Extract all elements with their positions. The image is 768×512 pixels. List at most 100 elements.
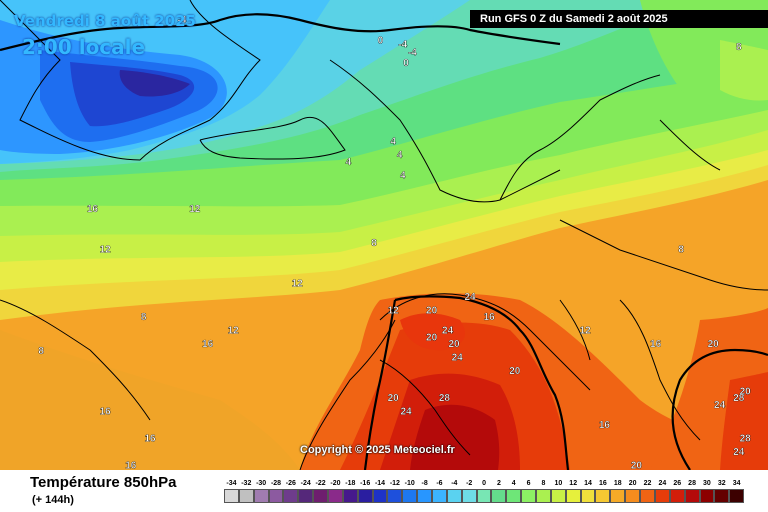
legend-color-swatch xyxy=(610,489,626,503)
legend-value-label: -34 xyxy=(226,480,237,487)
isotherm-value-label: 4 xyxy=(400,170,406,181)
isotherm-value-label: 16 xyxy=(484,312,496,323)
legend-color-swatch xyxy=(729,489,745,503)
legend-value-label: -2 xyxy=(466,480,473,487)
legend-cell: -28 xyxy=(268,479,284,509)
isotherm-value-label: 12 xyxy=(189,204,201,215)
isotherm-value-label: 20 xyxy=(708,339,720,350)
isotherm-value-label: 0 xyxy=(403,58,409,69)
legend-color-swatch xyxy=(342,489,358,503)
legend-cell: 14 xyxy=(580,479,596,509)
legend-value-label: -22 xyxy=(315,480,326,487)
legend-color-swatch xyxy=(521,489,537,503)
legend-cell: -18 xyxy=(342,479,358,509)
isotherm-value-label: 12 xyxy=(388,305,400,316)
legend-color-swatch xyxy=(224,489,239,503)
isotherm-value-label: 0 xyxy=(378,35,384,46)
legend-value-label: 18 xyxy=(613,480,622,487)
isotherm-value-label: 24 xyxy=(452,353,464,364)
legend-value-label: 16 xyxy=(599,480,607,487)
legend-value-label: 2 xyxy=(496,480,501,487)
legend-color-swatch xyxy=(550,489,566,503)
valid-time-title: 2:00 locale xyxy=(22,35,146,59)
legend-cell: 16 xyxy=(595,479,611,509)
isotherm-value-label: -4 xyxy=(408,47,417,58)
isotherm-value-label: 8 xyxy=(678,245,684,256)
valid-date-title: Vendredi 8 août 2025 xyxy=(14,12,196,30)
legend-color-swatch xyxy=(461,489,477,503)
legend-cell: -30 xyxy=(253,479,269,509)
legend-value-label: -4 xyxy=(451,480,458,487)
isotherm-value-label: 20 xyxy=(740,386,752,397)
isotherm-value-label: -4 xyxy=(398,39,407,50)
legend-color-swatch xyxy=(253,489,269,503)
legend-color-swatch xyxy=(328,489,343,503)
legend-cell: -12 xyxy=(387,479,403,509)
isotherm-value-label: 8 xyxy=(371,238,377,249)
isotherm-value-label: 20 xyxy=(388,393,400,404)
legend-color-swatch xyxy=(640,489,655,503)
legend-color-swatch xyxy=(506,489,522,503)
legend-color-swatch xyxy=(669,489,685,503)
legend-value-label: 30 xyxy=(703,480,711,487)
legend-value-label: 22 xyxy=(643,480,652,487)
legend-value-label: 6 xyxy=(526,480,531,487)
isotherm-value-label: 16 xyxy=(100,407,112,418)
legend-color-swatch xyxy=(595,489,611,503)
isotherm-value-label: 24 xyxy=(714,400,726,411)
legend-cell: 2 xyxy=(491,479,507,509)
variable-title: Température 850hPa xyxy=(30,474,177,491)
legend-cell: 22 xyxy=(640,479,655,509)
legend-value-label: 4 xyxy=(511,480,516,487)
legend-color-swatch xyxy=(387,489,403,503)
isotherm-value-label: 8 xyxy=(141,312,147,323)
isotherm-value-label: 16 xyxy=(144,434,156,445)
lead-time-label: (+ 144h) xyxy=(32,494,74,506)
isotherm-value-label: 20 xyxy=(448,339,460,350)
isotherm-contours xyxy=(0,13,768,470)
legend-color-swatch xyxy=(654,489,670,503)
legend-cell: 34 xyxy=(729,479,745,509)
legend-cell: 20 xyxy=(625,479,641,509)
legend-value-label: -10 xyxy=(404,480,415,487)
legend-value-label: 12 xyxy=(569,480,578,487)
legend-value-label: 8 xyxy=(541,480,546,487)
isotherm-value-label: 20 xyxy=(631,461,643,471)
legend-cell: -6 xyxy=(432,479,447,509)
legend-cell: -32 xyxy=(238,479,254,509)
isotherm-value-label: 24 xyxy=(733,447,745,458)
isotherm-value-label: 16 xyxy=(202,339,214,350)
legend-cell: 10 xyxy=(550,479,566,509)
isotherm-value-label: 28 xyxy=(439,393,451,404)
legend-value-label: -26 xyxy=(285,480,296,487)
run-info-banner: Run GFS 0 Z du Samedi 2 août 2025 xyxy=(470,10,768,28)
legend-value-label: -20 xyxy=(330,480,341,487)
legend-cell: 26 xyxy=(669,479,685,509)
isotherm-value-label: 16 xyxy=(599,420,611,431)
isotherm-value-label: 4 xyxy=(390,137,396,148)
legend-color-swatch xyxy=(699,489,715,503)
legend-cell: 32 xyxy=(714,479,730,509)
legend-color-swatch xyxy=(238,489,254,503)
map-borders xyxy=(0,0,768,470)
legend-cell: -10 xyxy=(402,479,418,509)
legend-color-swatch xyxy=(446,489,462,503)
isotherm-value-label: 16 xyxy=(87,204,99,215)
legend-color-swatch xyxy=(417,489,433,503)
legend-value-label: -18 xyxy=(345,480,356,487)
legend-cell: 24 xyxy=(654,479,670,509)
isotherm-value-label: 20 xyxy=(426,332,438,343)
isotherm-value-label: 4 xyxy=(397,150,403,161)
legend-value-label: -28 xyxy=(270,480,282,487)
legend-color-swatch xyxy=(684,489,700,503)
legend-value-label: 10 xyxy=(554,480,563,487)
isotherm-value-label: 8 xyxy=(38,346,44,357)
isotherm-value-label: 24 xyxy=(442,326,454,337)
legend-color-swatch xyxy=(357,489,373,503)
legend-cell: -24 xyxy=(298,479,314,509)
legend-value-label: 26 xyxy=(673,480,682,487)
legend-cell: -22 xyxy=(313,479,329,509)
legend-color-swatch xyxy=(476,489,492,503)
legend-cell: -14 xyxy=(372,479,388,509)
